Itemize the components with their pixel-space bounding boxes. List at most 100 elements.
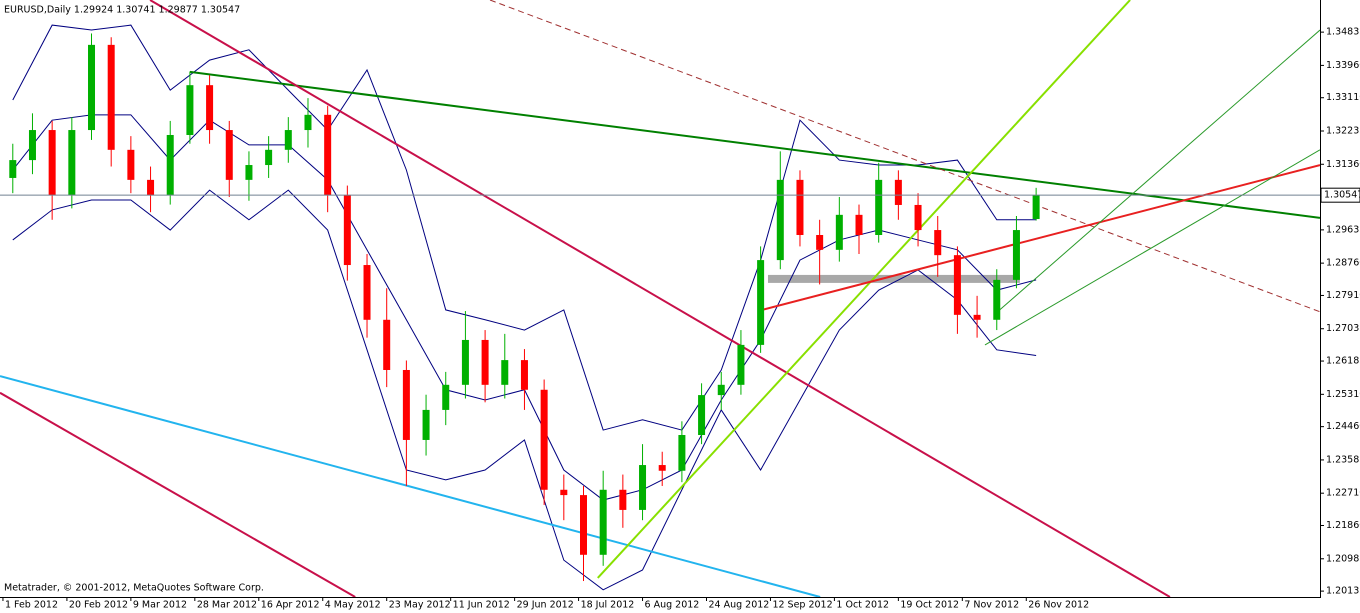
y-tick-label: 1.33110 bbox=[1326, 92, 1360, 103]
trend-line bbox=[597, 0, 1131, 579]
candle-body bbox=[68, 130, 76, 196]
candle-body bbox=[875, 179, 883, 235]
y-tick-label: 1.20135 bbox=[1326, 586, 1360, 597]
y-tick-label: 1.26185 bbox=[1326, 356, 1360, 367]
candle-body bbox=[28, 130, 36, 161]
y-tick-label: 1.24460 bbox=[1326, 421, 1360, 432]
chart-title: EURUSD,Daily 1.29924 1.30741 1.29877 1.3… bbox=[4, 5, 240, 16]
y-tick-label: 1.22710 bbox=[1326, 488, 1360, 499]
y-tick-label: 1.31360 bbox=[1326, 159, 1360, 170]
candle-body bbox=[304, 114, 312, 131]
trend-line bbox=[0, 391, 356, 597]
x-tick-label: 9 Mar 2012 bbox=[133, 600, 187, 611]
candle-body bbox=[481, 339, 489, 385]
candle-body bbox=[658, 465, 666, 471]
x-tick-label: 24 Aug 2012 bbox=[708, 600, 769, 611]
candle-body bbox=[265, 149, 273, 166]
y-tick-label: 1.29635 bbox=[1326, 224, 1360, 235]
candle-body bbox=[1012, 230, 1020, 280]
y-tick-label: 1.33960 bbox=[1326, 60, 1360, 71]
candle-body bbox=[816, 234, 824, 250]
candle-body bbox=[107, 44, 115, 150]
candle-body bbox=[737, 344, 745, 385]
candle-body bbox=[343, 195, 351, 266]
candle-body bbox=[599, 489, 607, 555]
x-tick-label: 1 Feb 2012 bbox=[5, 600, 58, 611]
y-tick-label: 1.21860 bbox=[1326, 520, 1360, 531]
x-tick-label: 4 May 2012 bbox=[325, 600, 381, 611]
trend-line bbox=[984, 149, 1320, 346]
candle-body bbox=[855, 214, 863, 235]
zone bbox=[767, 274, 1020, 283]
candle-body bbox=[540, 389, 548, 490]
candle-body bbox=[186, 85, 194, 135]
x-tick-label: 18 Jul 2012 bbox=[581, 600, 635, 611]
y-tick-label: 1.20985 bbox=[1326, 553, 1360, 564]
candle-body bbox=[461, 339, 469, 385]
trend-line bbox=[489, 0, 1320, 313]
trend-line bbox=[0, 375, 821, 597]
candle-body bbox=[796, 179, 804, 235]
candle-body bbox=[147, 179, 155, 196]
candle-body bbox=[88, 44, 96, 131]
candle-body bbox=[225, 130, 233, 180]
candle-body bbox=[619, 489, 627, 510]
candle-body bbox=[127, 149, 135, 180]
candle-body bbox=[442, 384, 450, 410]
candle-body bbox=[973, 314, 981, 320]
trend-line bbox=[149, 0, 1171, 597]
candle-body bbox=[9, 160, 17, 178]
candle-body bbox=[894, 179, 902, 205]
x-tick-label: 1 Oct 2012 bbox=[836, 600, 889, 611]
candle-body bbox=[1032, 195, 1040, 220]
y-tick-label: 1.28760 bbox=[1326, 258, 1360, 269]
y-tick-label: 1.25310 bbox=[1326, 389, 1360, 400]
candle-body bbox=[166, 134, 174, 196]
trend-line bbox=[999, 29, 1320, 311]
candle-body bbox=[835, 214, 843, 250]
candle-body bbox=[757, 260, 765, 345]
x-tick-label: 16 Apr 2012 bbox=[261, 600, 320, 611]
candle-body bbox=[520, 360, 528, 390]
x-tick-label: 26 Nov 2012 bbox=[1028, 600, 1089, 611]
candle-body bbox=[914, 204, 922, 231]
x-tick-label: 23 May 2012 bbox=[389, 600, 451, 611]
x-tick-label: 20 Feb 2012 bbox=[69, 600, 128, 611]
x-tick-label: 7 Nov 2012 bbox=[964, 600, 1019, 611]
y-tick-label: 1.23585 bbox=[1326, 454, 1360, 465]
candle-body bbox=[383, 319, 391, 370]
x-tick-label: 12 Sep 2012 bbox=[772, 600, 832, 611]
candle-body bbox=[717, 384, 725, 396]
candle-body bbox=[698, 395, 706, 436]
x-tick-label: 6 Aug 2012 bbox=[645, 600, 700, 611]
candle-body bbox=[284, 130, 292, 150]
candle-body bbox=[324, 114, 332, 196]
band-line bbox=[12, 189, 1037, 591]
band-line bbox=[12, 24, 1037, 431]
last-price-label: 1.30547 bbox=[1324, 190, 1360, 201]
candle-body bbox=[678, 435, 686, 471]
candle-body bbox=[402, 369, 410, 440]
candle-body bbox=[206, 85, 214, 131]
candle-body bbox=[953, 255, 961, 315]
last-price-box bbox=[1320, 187, 1360, 203]
x-tick-label: 19 Oct 2012 bbox=[900, 600, 959, 611]
y-tick-label: 1.34835 bbox=[1326, 27, 1360, 38]
y-tick-label: 1.27910 bbox=[1326, 290, 1360, 301]
candle-body bbox=[639, 465, 647, 510]
candle-body bbox=[776, 179, 784, 261]
candle-body bbox=[245, 165, 253, 180]
trend-line bbox=[189, 70, 1320, 219]
candle-body bbox=[501, 360, 509, 385]
y-tick-label: 1.27035 bbox=[1326, 323, 1360, 334]
candle-body bbox=[48, 130, 56, 196]
plot-area bbox=[0, 0, 1320, 597]
candle-body bbox=[579, 495, 587, 555]
candle-body bbox=[934, 230, 942, 256]
x-tick-label: 29 Jun 2012 bbox=[517, 600, 574, 611]
y-tick-label: 1.32235 bbox=[1326, 125, 1360, 136]
candle-body bbox=[363, 265, 371, 320]
trend-line bbox=[761, 164, 1320, 311]
